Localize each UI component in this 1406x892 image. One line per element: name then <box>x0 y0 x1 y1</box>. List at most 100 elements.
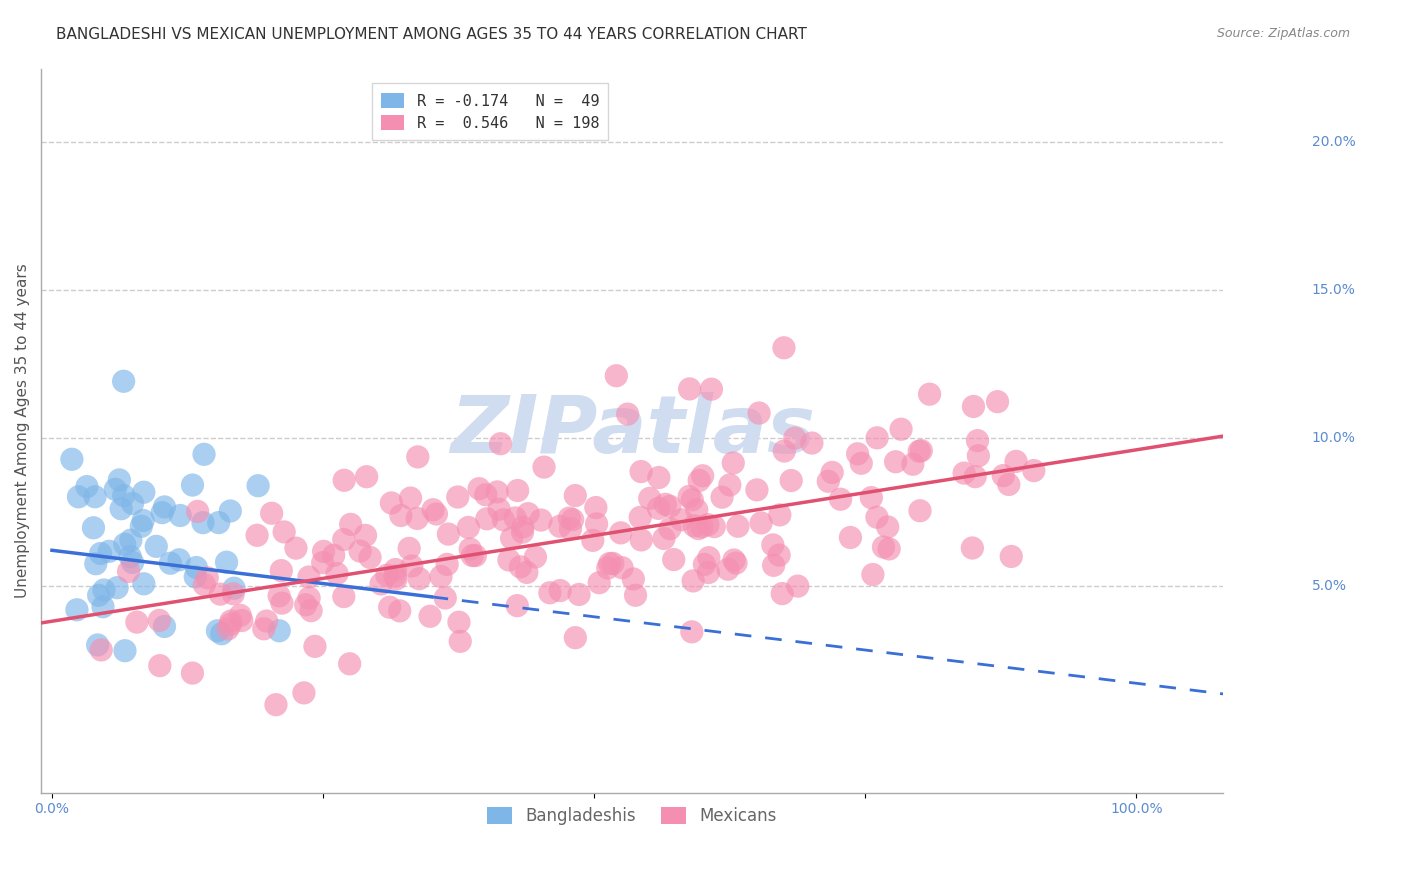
Point <box>724 556 747 570</box>
Point <box>354 528 377 542</box>
Point <box>461 549 484 563</box>
Point <box>91 599 114 614</box>
Point <box>370 577 392 591</box>
Point <box>437 527 460 541</box>
Point <box>697 550 720 565</box>
Point <box>693 558 716 572</box>
Point <box>419 609 441 624</box>
Text: BANGLADESHI VS MEXICAN UNEMPLOYMENT AMONG AGES 35 TO 44 YEARS CORRELATION CHART: BANGLADESHI VS MEXICAN UNEMPLOYMENT AMON… <box>56 27 807 42</box>
Point <box>292 686 315 700</box>
Point <box>498 553 520 567</box>
Point <box>193 447 215 461</box>
Point <box>588 575 610 590</box>
Point <box>908 444 931 458</box>
Point <box>770 586 793 600</box>
Point <box>312 544 335 558</box>
Point <box>195 571 218 585</box>
Y-axis label: Unemployment Among Ages 35 to 44 years: Unemployment Among Ages 35 to 44 years <box>15 263 30 598</box>
Point <box>229 608 252 623</box>
Point <box>918 387 941 401</box>
Point <box>425 507 447 521</box>
Point <box>688 474 710 488</box>
Point <box>548 519 571 533</box>
Point <box>582 533 605 548</box>
Point <box>846 447 869 461</box>
Point <box>718 478 741 492</box>
Point <box>671 513 693 527</box>
Point <box>104 483 127 497</box>
Point <box>219 504 242 518</box>
Point <box>568 587 591 601</box>
Point <box>169 508 191 523</box>
Point <box>264 698 287 712</box>
Point <box>117 565 139 579</box>
Text: Source: ZipAtlas.com: Source: ZipAtlas.com <box>1216 27 1350 40</box>
Point <box>284 541 307 556</box>
Point <box>271 596 294 610</box>
Point <box>447 490 470 504</box>
Point <box>762 538 785 552</box>
Point <box>333 590 356 604</box>
Point <box>384 569 406 583</box>
Point <box>659 522 682 536</box>
Point <box>294 598 316 612</box>
Point <box>717 562 740 576</box>
Point <box>389 508 412 523</box>
Point <box>193 577 215 591</box>
Point <box>430 569 453 583</box>
Point <box>87 588 110 602</box>
Point <box>167 553 190 567</box>
Point <box>131 519 153 533</box>
Point <box>678 382 700 396</box>
Point <box>191 516 214 530</box>
Point <box>621 572 644 586</box>
Point <box>326 566 349 581</box>
Point <box>682 574 704 588</box>
Point <box>1000 549 1022 564</box>
Point <box>384 563 406 577</box>
Point <box>860 491 883 505</box>
Text: 10.0%: 10.0% <box>1312 431 1355 445</box>
Point <box>298 570 321 584</box>
Point <box>488 502 510 516</box>
Point <box>401 559 423 574</box>
Point <box>398 541 420 556</box>
Point <box>359 550 381 565</box>
Point <box>866 510 889 524</box>
Point <box>474 488 496 502</box>
Point <box>686 502 709 516</box>
Point <box>312 556 335 570</box>
Point <box>209 587 232 601</box>
Point <box>501 531 523 545</box>
Point <box>800 436 823 450</box>
Point <box>247 479 270 493</box>
Point <box>605 368 627 383</box>
Point <box>783 431 806 445</box>
Point <box>150 506 173 520</box>
Point <box>624 588 647 602</box>
Point <box>688 522 710 536</box>
Point <box>910 443 932 458</box>
Point <box>375 568 398 582</box>
Point <box>253 622 276 636</box>
Point <box>90 643 112 657</box>
Point <box>121 496 143 510</box>
Point <box>269 589 291 603</box>
Point <box>380 496 402 510</box>
Point <box>217 622 239 636</box>
Point <box>378 600 401 615</box>
Point <box>962 400 984 414</box>
Point <box>492 513 515 527</box>
Point <box>962 541 984 555</box>
Point <box>408 572 430 586</box>
Point <box>1022 464 1045 478</box>
Point <box>66 603 89 617</box>
Point <box>998 477 1021 491</box>
Point <box>110 501 132 516</box>
Point <box>105 581 128 595</box>
Point <box>184 570 207 584</box>
Point <box>269 624 291 638</box>
Point <box>610 525 633 540</box>
Point <box>683 518 706 533</box>
Point <box>821 466 844 480</box>
